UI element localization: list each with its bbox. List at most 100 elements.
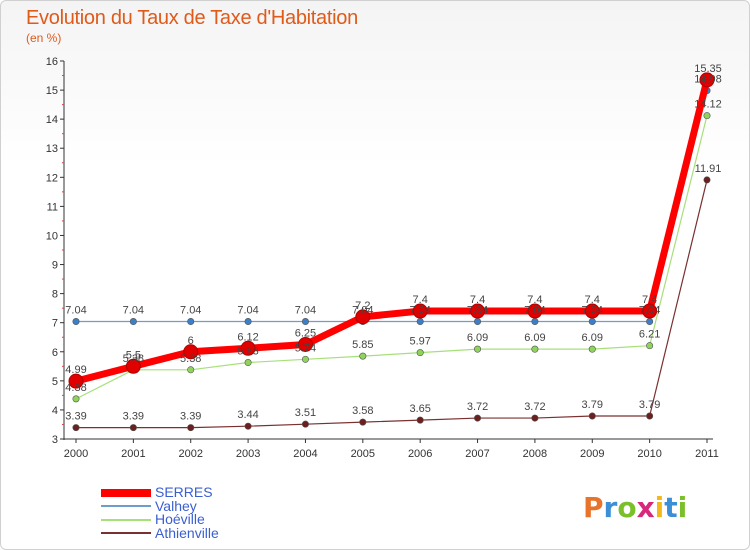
data-point-athienville xyxy=(129,424,137,432)
legend-swatch-valhey xyxy=(101,505,151,508)
data-label-hoéville: 5.74 xyxy=(295,342,316,354)
data-point-athienville xyxy=(187,424,195,432)
data-point-serres xyxy=(584,303,600,319)
data-label-serres: 7.4 xyxy=(413,294,428,306)
data-point-athienville xyxy=(72,424,80,432)
data-label-valhey: 7.04 xyxy=(467,305,488,317)
logo-letter: P xyxy=(583,491,604,524)
data-label-athienville: 11.91 xyxy=(695,163,722,175)
data-label-athienville: 3.51 xyxy=(295,407,316,419)
data-point-athienville xyxy=(531,414,539,422)
data-label-valhey: 7.04 xyxy=(295,305,316,317)
data-label-valhey: 7.04 xyxy=(352,305,373,317)
legend-label-hoéville: Hoéville xyxy=(155,511,205,528)
y-tick-label: 11 xyxy=(47,201,58,213)
legend-item-serres: SERRES xyxy=(101,485,219,500)
data-label-hoéville: 14.12 xyxy=(694,99,722,111)
data-point-athienville xyxy=(359,418,367,426)
data-point-serres xyxy=(297,337,313,352)
data-point-serres xyxy=(355,309,371,325)
series-line-valhey xyxy=(75,90,708,323)
data-point-athienville xyxy=(301,420,309,428)
data-label-serres: 6.25 xyxy=(295,328,316,340)
legend-label-athienville: Athienville xyxy=(155,524,219,541)
series-line-hoéville xyxy=(75,115,708,400)
data-label-athienville: 3.65 xyxy=(409,403,430,415)
data-point-hoéville xyxy=(646,342,654,350)
data-label-serres: 7.2 xyxy=(355,300,370,312)
series-line-serres xyxy=(72,76,711,385)
logo-letter: r xyxy=(603,491,618,524)
series-line-athienville xyxy=(75,179,708,429)
x-tick-label: 2006 xyxy=(408,448,432,460)
data-point-athienville xyxy=(416,416,424,424)
data-point-hoéville xyxy=(416,349,424,357)
data-label-valhey: 7.04 xyxy=(237,305,258,317)
data-point-serres xyxy=(68,373,84,389)
data-label-valhey: 7.04 xyxy=(123,305,144,317)
data-point-serres xyxy=(699,72,715,88)
x-tick-label: 2009 xyxy=(580,448,604,460)
y-tick-label: 14 xyxy=(46,114,58,126)
y-tick-label: 13 xyxy=(46,143,58,155)
data-point-valhey xyxy=(474,318,482,326)
data-label-valhey: 14.98 xyxy=(694,74,722,86)
x-tick-label: 2008 xyxy=(523,448,547,460)
y-tick-label: 10 xyxy=(46,230,58,242)
x-tick-label: 2003 xyxy=(236,448,260,460)
x-tick-label: 2002 xyxy=(178,448,202,460)
data-point-serres xyxy=(183,344,199,360)
x-tick-label: 2004 xyxy=(293,448,317,460)
data-point-athienville xyxy=(703,176,711,184)
data-label-hoéville: 5.38 xyxy=(123,353,144,365)
data-point-hoéville xyxy=(359,352,367,360)
proxiti-logo: Proxiti xyxy=(583,491,687,524)
data-point-serres xyxy=(125,358,141,374)
x-tick-label: 2011 xyxy=(695,448,719,460)
data-label-serres: 7.4 xyxy=(642,294,657,306)
data-point-serres xyxy=(642,303,658,319)
data-point-athienville xyxy=(646,412,654,420)
data-point-hoéville xyxy=(703,112,711,120)
data-label-valhey: 7.04 xyxy=(65,305,86,317)
data-point-hoéville xyxy=(588,345,596,353)
x-tick-label: 2001 xyxy=(121,448,145,460)
data-label-hoéville: 6.09 xyxy=(582,332,603,344)
data-point-valhey xyxy=(588,318,596,326)
data-point-serres xyxy=(412,303,428,319)
data-point-hoéville xyxy=(301,355,309,363)
data-label-valhey: 7.04 xyxy=(639,305,660,317)
data-label-hoéville: 6.21 xyxy=(639,329,660,341)
y-tick-label: 4 xyxy=(52,405,58,417)
y-tick-label: 7 xyxy=(52,318,58,330)
data-point-hoéville xyxy=(474,345,482,353)
data-label-serres: 5.5 xyxy=(126,349,141,361)
data-label-athienville: 3.58 xyxy=(352,405,373,417)
data-label-athienville: 3.39 xyxy=(123,411,144,423)
data-point-serres xyxy=(527,303,543,319)
y-tick-label: 5 xyxy=(52,376,58,388)
data-point-serres xyxy=(240,340,256,356)
data-label-valhey: 7.04 xyxy=(409,305,430,317)
data-label-hoéville: 5.38 xyxy=(180,353,201,365)
data-label-valhey: 7.04 xyxy=(582,305,603,317)
legend-item-athienville: Athienville xyxy=(101,524,219,541)
data-label-hoéville: 6.09 xyxy=(467,332,488,344)
y-tick-label: 6 xyxy=(52,347,58,359)
data-point-valhey xyxy=(72,318,80,326)
data-label-athienville: 3.44 xyxy=(237,409,258,421)
data-point-hoéville xyxy=(187,366,195,374)
legend-label-valhey: Valhey xyxy=(155,497,197,514)
chart-title: Evolution du Taux de Taxe d'Habitation xyxy=(26,7,358,29)
x-tick-label: 2005 xyxy=(351,448,375,460)
data-point-valhey xyxy=(244,318,252,326)
data-label-athienville: 3.72 xyxy=(524,401,545,413)
data-point-athienville xyxy=(588,412,596,420)
x-tick-label: 2007 xyxy=(465,448,489,460)
logo-letter: t xyxy=(664,491,678,524)
data-label-hoéville: 5.97 xyxy=(409,336,430,348)
data-label-athienville: 3.79 xyxy=(582,399,603,411)
logo-letter: x xyxy=(636,491,655,524)
data-label-hoéville: 6.09 xyxy=(524,332,545,344)
logo-letter: i xyxy=(654,491,665,524)
